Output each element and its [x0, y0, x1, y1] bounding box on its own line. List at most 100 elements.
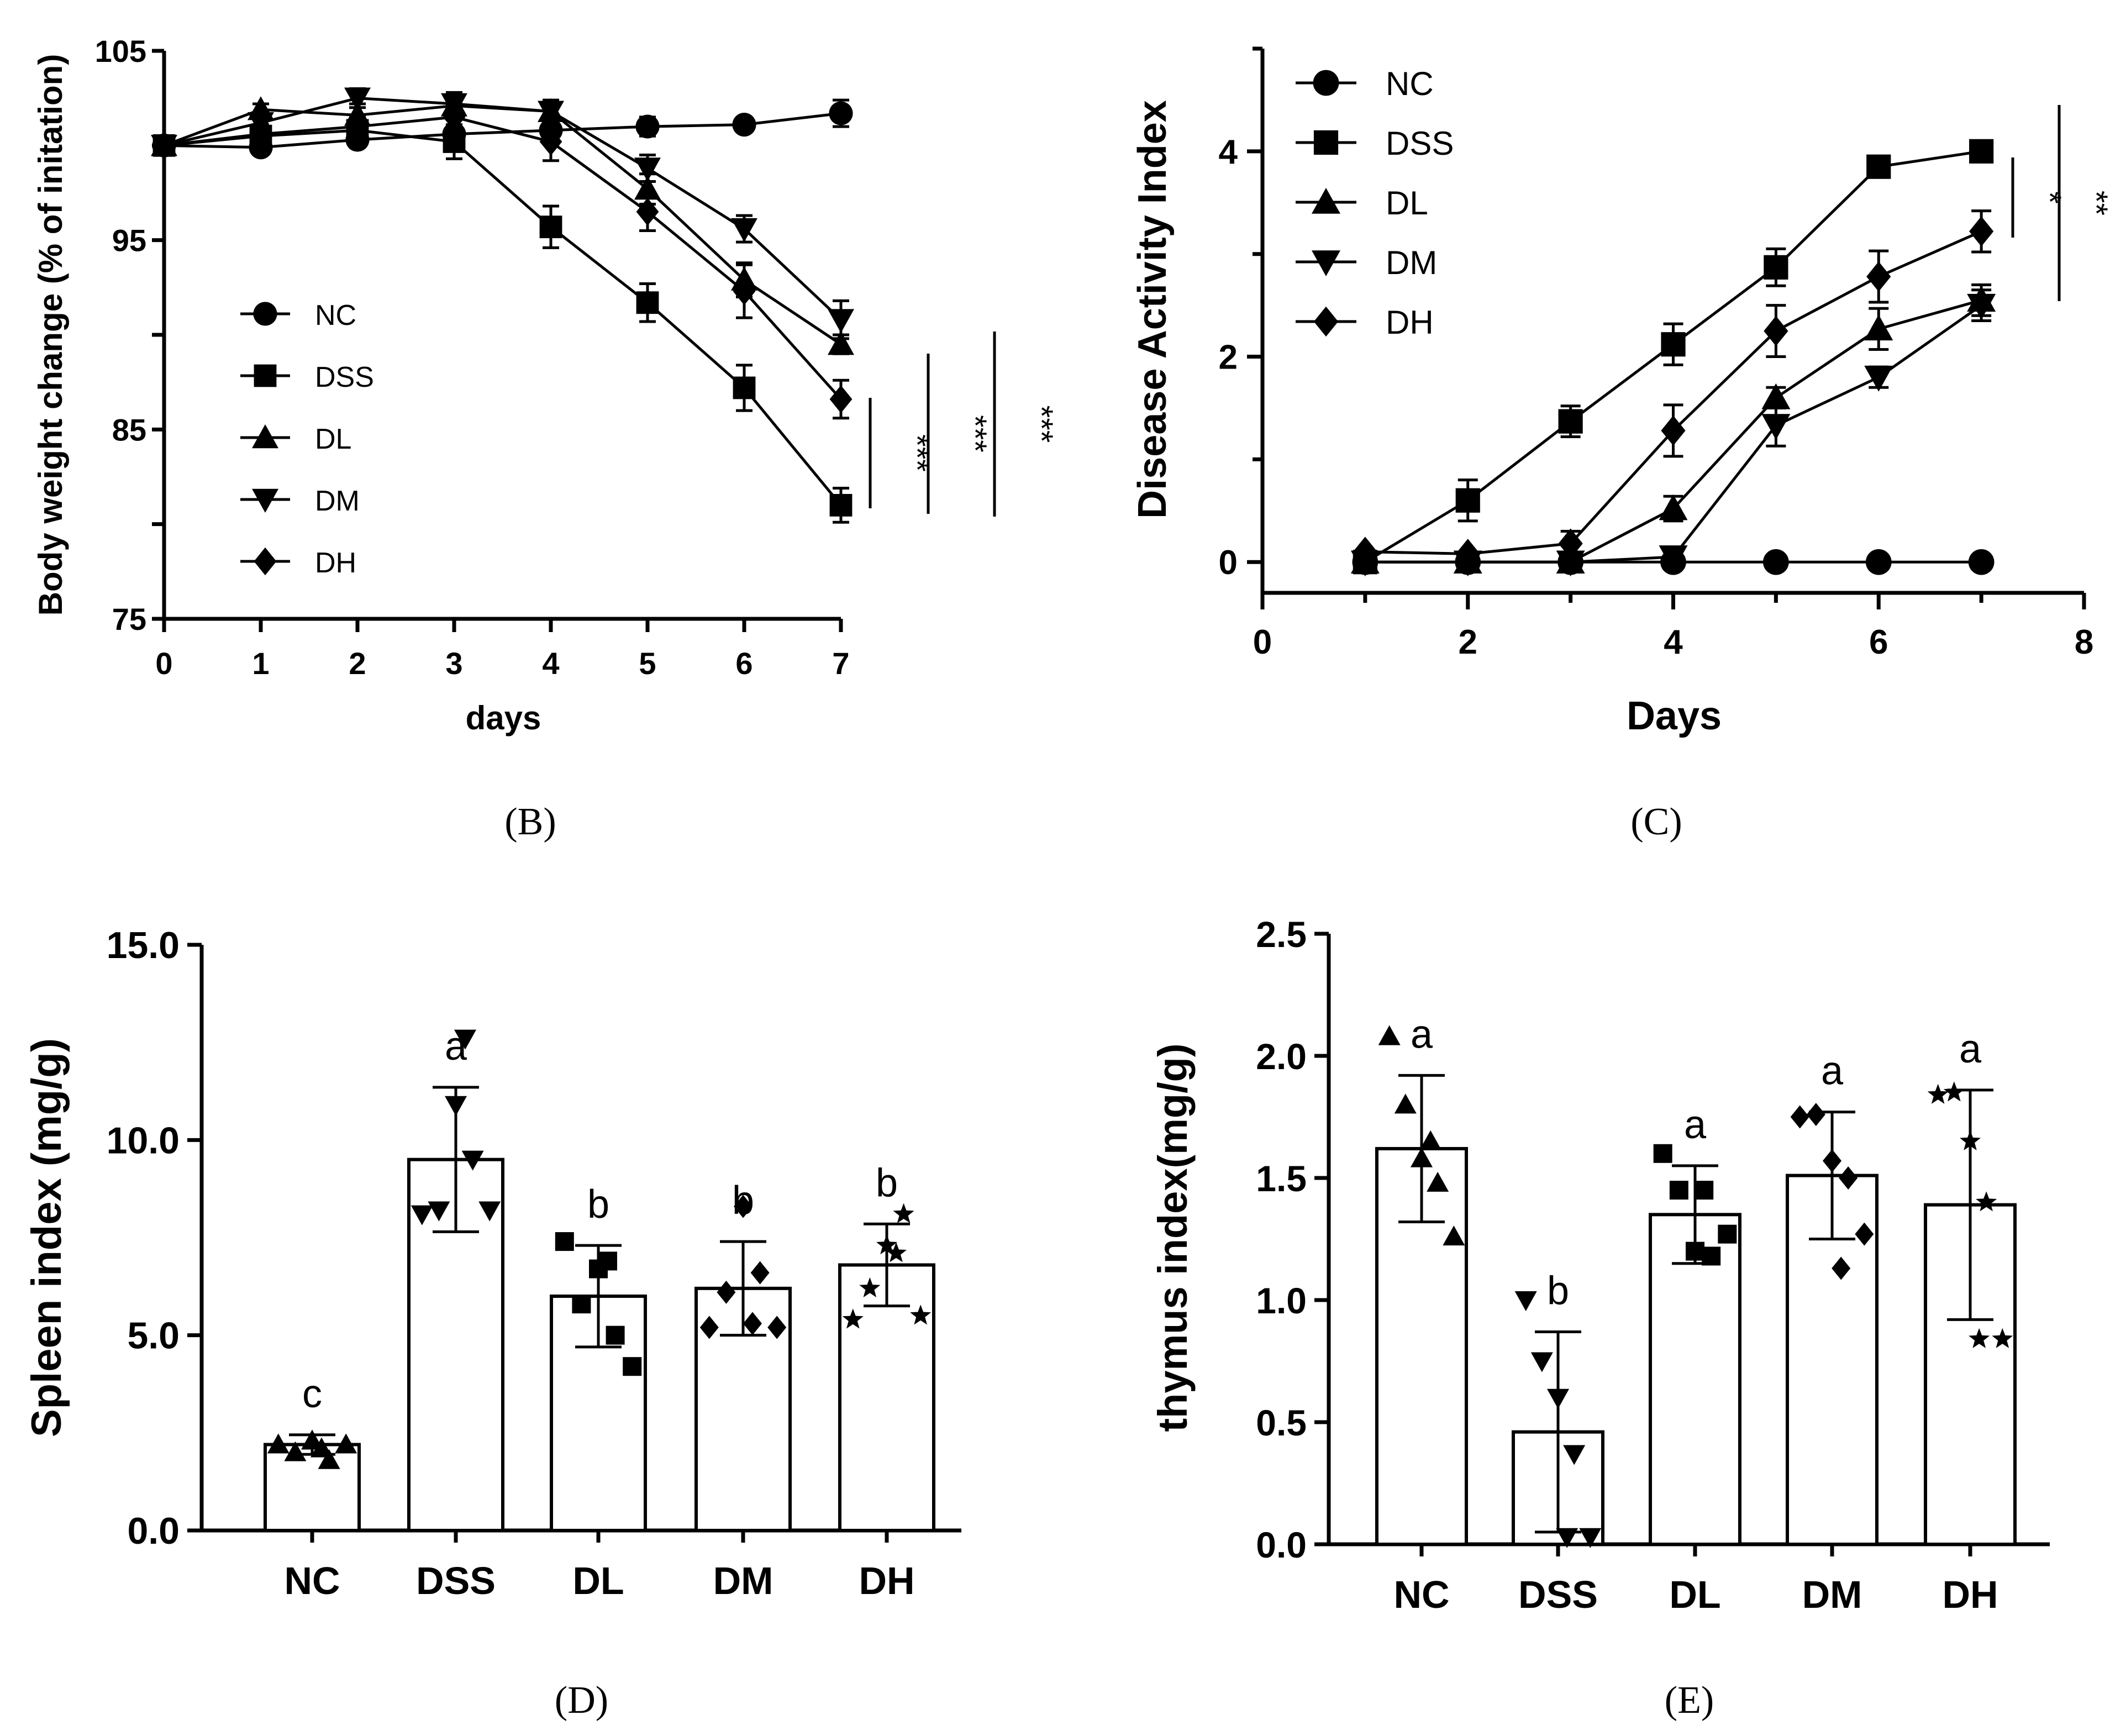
data-point-dh	[733, 277, 756, 306]
panel-label: (D)	[555, 1679, 608, 1722]
data-point-dh	[1866, 261, 1891, 292]
series-line-nc	[164, 112, 841, 149]
data-point-dss	[733, 376, 756, 399]
x-tick-label: 1	[252, 646, 269, 681]
data-point-dh	[1455, 539, 1480, 569]
scatter-point-nc	[318, 1449, 340, 1469]
y-tick-label: 15.0	[107, 924, 180, 966]
category-label: DM	[1802, 1573, 1862, 1616]
scatter-point-dm	[743, 1312, 762, 1335]
x-tick-label: 3	[445, 646, 462, 681]
y-axis-title: thymus index(mg/g)	[1150, 1043, 1196, 1432]
legend-label: DSS	[315, 361, 374, 393]
y-tick-label: 95	[112, 223, 146, 258]
scatter-point-dss	[1579, 1528, 1602, 1548]
data-point-dss	[1969, 139, 1994, 164]
x-tick-label: 4	[1664, 623, 1683, 661]
data-point-dl	[1864, 314, 1893, 341]
scatter-point-dh	[859, 1277, 881, 1297]
x-tick-label: 6	[735, 646, 753, 681]
panel-e-thymus-index-chart: 0.0 0.5 1.0 1.5 2.0 2.5 thymus index(mg/g) NC a D…	[1150, 914, 2050, 1722]
data-point-dss	[443, 130, 466, 153]
scatter-point-dss	[1563, 1445, 1586, 1465]
scatter-point-dl	[572, 1295, 591, 1314]
category-label: NC	[284, 1559, 340, 1602]
legend-label: DH	[315, 547, 356, 579]
panel-c-dai-chart: 0 2 4 0 2 4 6 8 Days Disease Activity Index NC DSS D…	[1130, 46, 2110, 843]
y-tick-label: 5.0	[127, 1315, 180, 1357]
y-tick-label: 85	[112, 412, 146, 447]
data-point-dl	[1659, 494, 1688, 520]
data-point-dh	[1969, 216, 1994, 247]
significance-stars: **	[2078, 191, 2110, 215]
legend-marker-nc	[253, 302, 277, 326]
legend-marker-dm	[1312, 250, 1340, 276]
legend-label: DL	[315, 423, 351, 455]
legend-label: NC	[315, 299, 356, 332]
panel-b-body-weight-chart: 75 85 95 105 0 1 2 3 4 5 6 7 days Body weight change …	[32, 34, 1059, 843]
data-point-dm	[1659, 545, 1688, 571]
scatter-point-dh	[1969, 1328, 1990, 1348]
y-tick-label: 0.0	[1256, 1524, 1307, 1565]
data-point-dss	[1455, 488, 1480, 513]
y-tick-label: 0	[1219, 544, 1238, 582]
x-tick-label: 6	[1869, 623, 1888, 661]
scatter-point-dss	[461, 1150, 484, 1171]
legend-marker-dss	[254, 364, 277, 387]
x-tick-label: 0	[155, 646, 172, 681]
y-tick-label: 1.0	[1256, 1280, 1307, 1321]
data-point-dh	[443, 103, 466, 131]
significance-letter: b	[587, 1182, 609, 1227]
data-point-dh	[1764, 315, 1788, 346]
data-point-dss	[1764, 255, 1788, 280]
scatter-point-dm	[1790, 1105, 1809, 1129]
data-point-dh	[152, 131, 176, 160]
data-point-dh	[249, 120, 272, 148]
data-point-dh	[636, 198, 659, 226]
y-tick-label: 0.0	[127, 1510, 180, 1552]
category-label: DH	[1942, 1573, 1998, 1616]
scatter-point-nc	[284, 1441, 307, 1461]
scatter-point-nc	[1419, 1130, 1442, 1150]
legend-label: DH	[1386, 304, 1434, 341]
scatter-point-dm	[734, 1195, 753, 1218]
series-line-dm	[164, 97, 842, 321]
data-point-dss	[539, 215, 562, 239]
data-point-dss	[1558, 409, 1583, 434]
category-label: DH	[859, 1559, 914, 1602]
bar-dh	[838, 1263, 935, 1532]
scatter-point-dh	[1992, 1328, 2013, 1348]
scatter-point-dss	[1530, 1352, 1553, 1372]
legend-marker-dh	[1313, 306, 1339, 337]
scatter-point-dh	[910, 1304, 932, 1325]
scatter-point-dm	[1855, 1222, 1874, 1246]
scatter-point-dss	[411, 1205, 433, 1225]
scatter-point-dss	[454, 1029, 476, 1050]
significance-letter: a	[1684, 1103, 1707, 1147]
y-tick-label: 2.5	[1256, 914, 1307, 955]
scatter-point-dm	[717, 1280, 736, 1304]
scatter-point-dl	[623, 1357, 642, 1376]
scatter-point-dl	[1695, 1181, 1714, 1200]
y-tick-label: 0.5	[1256, 1402, 1307, 1443]
data-point-nc	[1968, 549, 1995, 575]
significance-letter: a	[1959, 1027, 1982, 1071]
bar-dl	[1649, 1213, 1741, 1546]
scatter-point-dh	[842, 1308, 864, 1329]
data-point-dl	[1761, 383, 1791, 409]
data-point-dh	[1353, 536, 1377, 567]
y-tick-label: 1.5	[1256, 1158, 1307, 1199]
category-label: DSS	[1518, 1573, 1598, 1616]
scatter-point-nc	[311, 1437, 333, 1458]
data-point-nc	[1762, 549, 1789, 575]
scatter-point-dm	[750, 1261, 770, 1285]
data-point-dss	[1866, 154, 1891, 179]
scatter-point-dh	[1943, 1081, 1965, 1102]
scatter-point-dss	[1514, 1291, 1537, 1311]
legend-marker-dss	[1313, 130, 1339, 155]
significance-letter: b	[1547, 1269, 1569, 1313]
legend-marker-nc	[1313, 70, 1339, 96]
legend-marker-dl	[1312, 188, 1340, 214]
panel-d-spleen-index-chart: 0.0 5.0 10.0 15.0 Spleen index (mg/g) NC c DSS a…	[23, 924, 961, 1722]
data-point-dm	[634, 157, 661, 182]
